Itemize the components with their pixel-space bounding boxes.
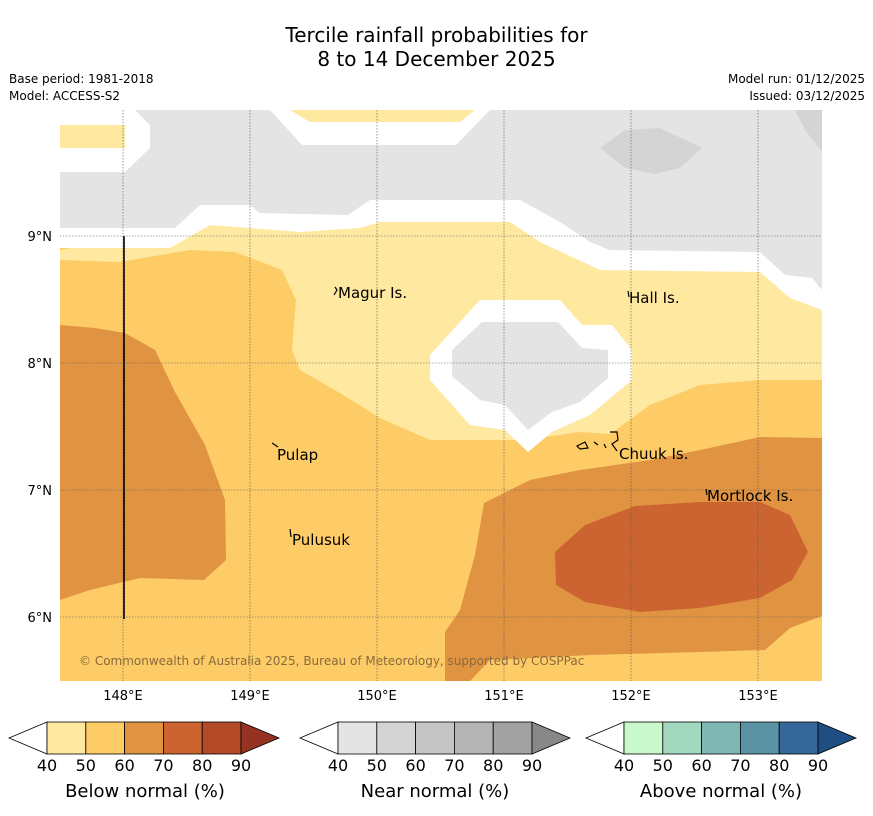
legend-above-tick-2: 60 xyxy=(691,756,711,775)
legend-above-tick-0: 40 xyxy=(614,756,634,775)
graticule xyxy=(60,110,822,681)
legend-colorbars: 40 50 60 70 80 90 40 50 60 70 80 90 40 50 60 70 80 90 xyxy=(7,721,858,775)
legend-near-high-extension xyxy=(531,721,572,755)
label-mortlock: Mortlock Is. xyxy=(707,487,793,505)
below-40-50-patch-top xyxy=(290,110,475,122)
legend-above-tick-5: 90 xyxy=(808,756,828,775)
legend-below-swatch-1 xyxy=(85,721,126,755)
legend-near-swatch-1 xyxy=(376,721,416,755)
x-tick-153: 153°E xyxy=(738,689,778,704)
legend-above-high-extension xyxy=(817,721,858,755)
x-tick-151: 151°E xyxy=(484,689,524,704)
title-line-2: 8 to 14 December 2025 xyxy=(317,47,556,71)
legend-near-tick-1: 50 xyxy=(367,756,387,775)
legend-below-tick-4: 80 xyxy=(192,756,212,775)
y-tick-7n: 7°N xyxy=(28,484,53,499)
legend-near-tick-2: 60 xyxy=(405,756,425,775)
legend-below-tick-5: 90 xyxy=(231,756,251,775)
legend-below-tick-0: 40 xyxy=(37,756,57,775)
x-tick-150: 150°E xyxy=(357,689,397,704)
near-50-60-corner xyxy=(795,110,822,152)
below-40-50-patch xyxy=(60,125,125,148)
legend-above-tick-3: 70 xyxy=(730,756,750,775)
legend-above-swatch-3 xyxy=(740,721,780,755)
legend-near-swatch-0 xyxy=(337,721,378,755)
y-tick-9n: 9°N xyxy=(28,230,53,245)
legend-below-swatch-2 xyxy=(124,721,164,755)
legend-near-tick-5: 90 xyxy=(522,756,542,775)
legend-near-swatch-4 xyxy=(492,721,533,755)
y-tick-6n: 6°N xyxy=(28,611,53,626)
x-tick-148: 148°E xyxy=(103,689,143,704)
below-70-80-region xyxy=(555,502,808,612)
legend-near-tick-4: 80 xyxy=(483,756,503,775)
chuuk-islands xyxy=(575,431,619,452)
legend-below-high-extension xyxy=(240,721,281,755)
base-period: Base period: 1981-2018 xyxy=(9,72,154,86)
pulusuk-island xyxy=(289,528,292,538)
legend-above-swatch-0 xyxy=(623,721,664,755)
legend-below-tick-1: 50 xyxy=(76,756,96,775)
title-line-1: Tercile rainfall probabilities for xyxy=(285,23,588,47)
x-tick-152: 152°E xyxy=(611,689,651,704)
below-60-70-west-region xyxy=(60,325,226,600)
label-chuuk: Chuuk Is. xyxy=(619,445,688,463)
hall-island xyxy=(627,290,630,298)
legend-above-tick-4: 80 xyxy=(769,756,789,775)
legend-above-swatch-4 xyxy=(778,721,819,755)
legend-near-swatch-3 xyxy=(453,721,494,755)
pulap-island xyxy=(271,442,279,448)
probability-field xyxy=(60,110,822,681)
label-hall: Hall Is. xyxy=(629,289,680,307)
legend-near-tick-0: 40 xyxy=(328,756,348,775)
near-40-50-central-region xyxy=(452,322,608,430)
legend-below-label: Below normal (%) xyxy=(65,781,225,802)
label-pulap: Pulap xyxy=(277,446,318,464)
legend-near-swatch-2 xyxy=(415,721,455,755)
legend-near-label: Near normal (%) xyxy=(360,781,510,802)
label-magur: Magur Is. xyxy=(338,284,407,302)
legend-near-low-extension xyxy=(298,721,339,755)
y-tick-8n: 8°N xyxy=(28,357,53,372)
legend-below-low-extension xyxy=(7,721,48,755)
legend-below-swatch-3 xyxy=(162,721,203,755)
label-pulusuk: Pulusuk xyxy=(292,531,350,549)
x-tick-149: 149°E xyxy=(230,689,270,704)
legend-near-tick-3: 70 xyxy=(444,756,464,775)
legend-below-swatch-0 xyxy=(46,721,87,755)
mortlock-island xyxy=(705,488,708,496)
magur-island xyxy=(333,286,338,296)
legend-below-tick-2: 60 xyxy=(114,756,134,775)
copyright-notice: © Commonwealth of Australia 2025, Bureau… xyxy=(79,654,584,668)
legend-above-swatch-1 xyxy=(662,721,702,755)
island-outlines xyxy=(271,286,708,538)
legend-above-swatch-2 xyxy=(701,721,741,755)
model-name: Model: ACCESS-S2 xyxy=(9,89,121,103)
legend-below-swatch-4 xyxy=(201,721,242,755)
near-50-60-patch xyxy=(600,128,702,174)
legend-above-tick-1: 50 xyxy=(653,756,673,775)
legend-above-low-extension xyxy=(584,721,625,755)
issued-date: Issued: 03/12/2025 xyxy=(749,89,865,103)
legend-below-tick-3: 70 xyxy=(153,756,173,775)
model-run: Model run: 01/12/2025 xyxy=(727,72,865,86)
legend-above-label: Above normal (%) xyxy=(639,781,803,802)
